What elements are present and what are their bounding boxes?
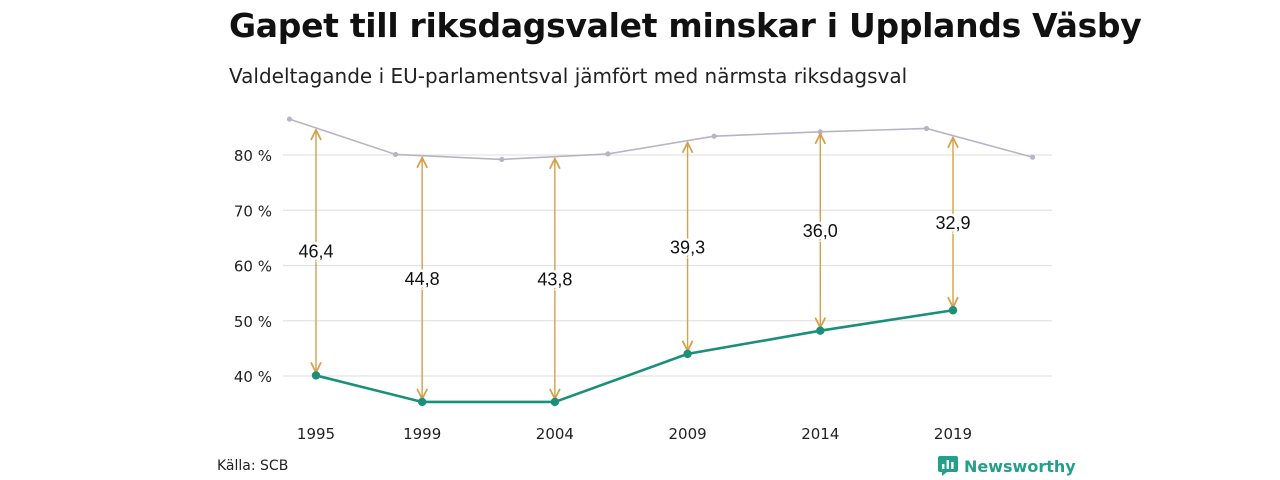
riksdag-point [923, 125, 930, 132]
eu-line [315, 308, 954, 404]
x-tick-label: 2004 [536, 425, 574, 443]
riksdag-point [605, 151, 611, 157]
chart-subtitle: Valdeltagande i EU-parlamentsval jämfört… [229, 64, 908, 88]
source-note: Källa: SCB [217, 458, 289, 474]
riksdag-point [286, 116, 293, 122]
eu-point [550, 397, 560, 407]
x-tick-label: 1995 [297, 425, 335, 443]
y-tick-label: 40 % [234, 368, 272, 386]
x-tick-label: 2009 [668, 425, 706, 443]
riksdag-point [499, 156, 505, 163]
y-tick-label: 60 % [234, 258, 272, 276]
series-riksdag [286, 116, 1036, 163]
riksdag-line [289, 118, 1033, 161]
riksdag-point [1030, 154, 1036, 160]
brand-logo: Newsworthy [938, 456, 1076, 476]
gap-label: 32,9 [935, 213, 970, 233]
riksdag-point [393, 151, 399, 158]
series-eu [311, 306, 958, 407]
newsworthy-logo-icon [938, 456, 958, 476]
riksdag-point [711, 133, 717, 139]
y-gridlines: 40 % 50 % 60 % 70 % 80 % [234, 147, 1052, 386]
eu-point [417, 397, 427, 407]
riksdag-point [817, 129, 823, 135]
y-tick-label: 50 % [234, 313, 272, 331]
gap-label: 36,0 [803, 221, 838, 241]
eu-point [816, 326, 825, 335]
gap-label: 44,8 [405, 269, 440, 289]
y-tick-label: 70 % [234, 202, 272, 220]
x-tick-label: 2014 [801, 425, 839, 443]
y-tick-label: 80 % [234, 147, 272, 165]
gap-annotations: 46,4 44,8 43,8 39,3 36,0 32,9 [296, 130, 973, 399]
gap-label: 46,4 [298, 242, 333, 262]
eu-point [948, 306, 958, 315]
x-axis: 1995 1999 2004 2009 2014 2019 [297, 425, 972, 443]
brand-name: Newsworthy [964, 456, 1076, 476]
eu-point [311, 371, 321, 380]
chart-title: Gapet till riksdagsvalet minskar i Uppla… [229, 6, 1142, 45]
gap-label: 39,3 [670, 237, 705, 257]
x-tick-label: 2019 [934, 425, 972, 443]
gap-label: 43,8 [537, 269, 572, 289]
eu-point [683, 349, 692, 359]
x-tick-label: 1999 [403, 425, 441, 443]
